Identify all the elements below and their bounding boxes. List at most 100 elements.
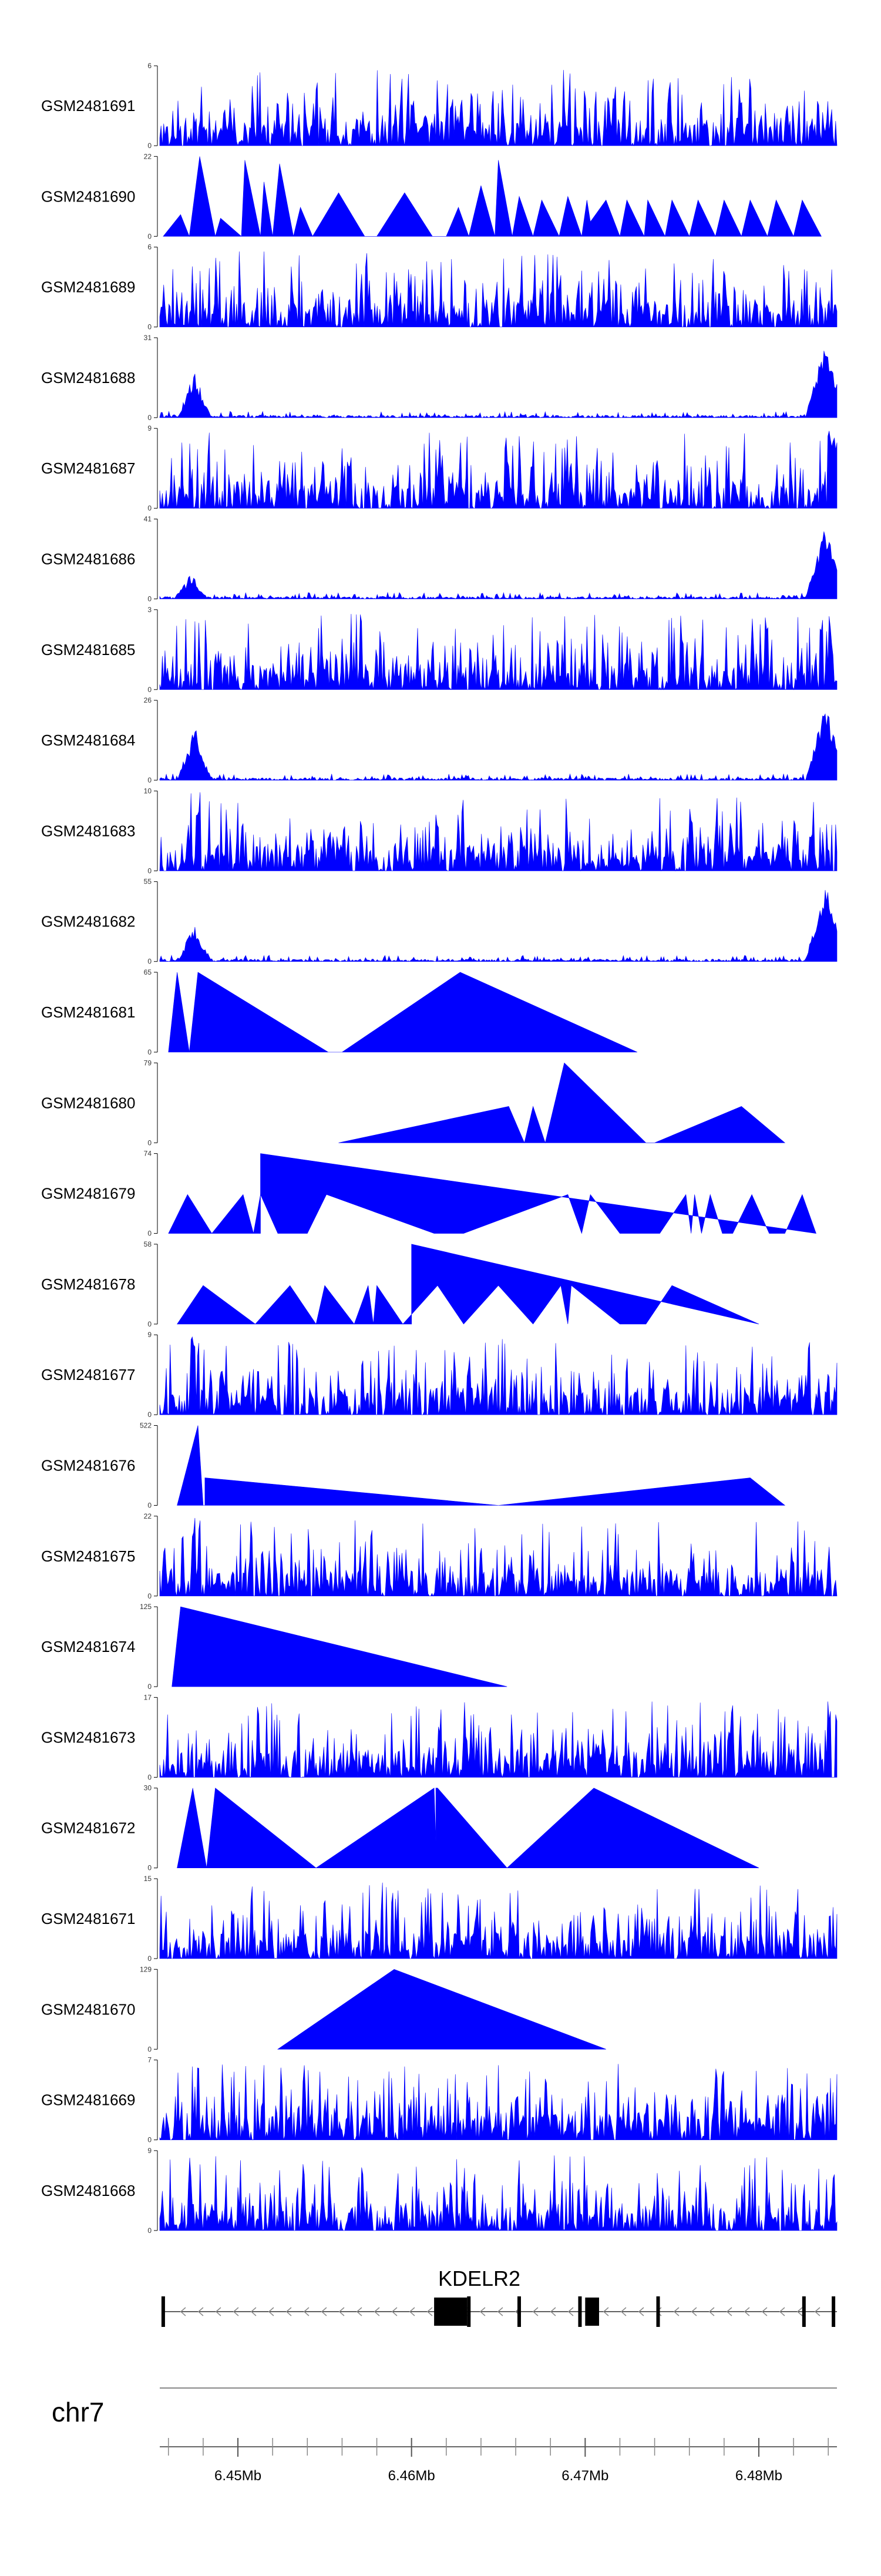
track-GSM2481670: GSM2481670 129 0 — [41, 1965, 606, 2053]
track-GSM2481689: GSM2481689 6 0 — [41, 243, 838, 331]
y-axis-max-label: 58 — [144, 1240, 152, 1248]
strand-arrow — [356, 2307, 362, 2316]
strand-arrow — [814, 2307, 821, 2316]
gene-exons — [161, 2296, 836, 2327]
coverage-area — [168, 1153, 816, 1234]
track-GSM2481682: GSM2481682 55 0 — [41, 878, 838, 966]
track-GSM2481678: GSM2481678 58 0 — [41, 1240, 759, 1328]
exon-mark — [578, 2296, 582, 2327]
track-GSM2481668: GSM2481668 9 0 — [41, 2147, 838, 2235]
track-label: GSM2481682 — [41, 913, 135, 931]
y-axis-max-label: 7 — [147, 2056, 152, 2064]
chromosome-label: chr7 — [52, 2397, 104, 2427]
y-axis-zero-label: 0 — [147, 1773, 152, 1781]
strand-arrow — [233, 2307, 239, 2316]
y-axis-zero-label: 0 — [147, 323, 152, 331]
coding-exon-block — [585, 2298, 599, 2326]
track-label: GSM2481687 — [41, 459, 135, 477]
y-axis-zero-label: 0 — [147, 1682, 152, 1691]
track-label: GSM2481675 — [41, 1547, 135, 1565]
strand-arrow — [321, 2307, 327, 2316]
coverage-area — [277, 1969, 606, 2050]
chromosome-axis: chr7 6.45Mb 6.46Mb 6.47Mb 6.48Mb — [52, 2387, 837, 2484]
strand-arrow — [215, 2307, 221, 2316]
strand-arrow — [567, 2307, 574, 2316]
strand-arrow — [744, 2307, 750, 2316]
y-axis-zero-label: 0 — [147, 1410, 152, 1419]
y-axis-zero-label: 0 — [147, 866, 152, 875]
axis-tick-label: 6.48Mb — [735, 2468, 782, 2484]
coverage-area — [159, 1701, 838, 1778]
track-GSM2481680: GSM2481680 79 0 — [41, 1059, 786, 1147]
y-axis-zero-label: 0 — [147, 2226, 152, 2235]
coverage-area — [177, 1788, 759, 1869]
track-label: GSM2481672 — [41, 1819, 135, 1837]
coverage-area — [177, 1425, 786, 1506]
y-axis-max-label: 6 — [147, 243, 152, 251]
y-axis-max-label: 9 — [147, 2147, 152, 2155]
y-axis-max-label: 3 — [147, 606, 152, 614]
y-axis-max-label: 9 — [147, 1331, 152, 1339]
coverage-area — [163, 156, 822, 237]
y-axis-zero-label: 0 — [147, 1048, 152, 1056]
strand-arrow — [197, 2307, 204, 2316]
coverage-area — [159, 614, 838, 690]
track-GSM2481669: GSM2481669 7 0 — [41, 2056, 838, 2144]
coverage-area — [159, 431, 838, 509]
track-GSM2481675: GSM2481675 22 0 — [41, 1512, 838, 1600]
track-label: GSM2481668 — [41, 2182, 135, 2199]
y-axis-max-label: 26 — [144, 696, 152, 704]
y-axis-max-label: 31 — [144, 334, 152, 342]
y-axis-max-label: 65 — [144, 968, 152, 976]
y-axis-max-label: 125 — [140, 1603, 152, 1611]
exon-mark — [656, 2296, 660, 2327]
strand-arrow — [497, 2307, 503, 2316]
y-axis-zero-label: 0 — [147, 2136, 152, 2144]
track-label: GSM2481673 — [41, 1728, 135, 1746]
strand-arrow — [638, 2307, 644, 2316]
gene-model: KDELR2 — [161, 2266, 837, 2327]
track-label: GSM2481681 — [41, 1003, 135, 1021]
y-axis-zero-label: 0 — [147, 1954, 152, 1963]
y-axis-max-label: 522 — [140, 1422, 152, 1430]
coverage-area — [159, 713, 838, 781]
track-label: GSM2481690 — [41, 187, 135, 205]
y-axis-max-label: 6 — [147, 62, 152, 70]
y-axis-zero-label: 0 — [147, 686, 152, 694]
y-axis-zero-label: 0 — [147, 776, 152, 784]
coverage-area — [177, 1244, 759, 1325]
coverage-area — [159, 1336, 838, 1416]
y-axis-zero-label: 0 — [147, 595, 152, 603]
exon-mark — [517, 2296, 521, 2327]
track-label: GSM2481674 — [41, 1638, 135, 1655]
strand-arrow — [250, 2307, 257, 2316]
y-axis-max-label: 74 — [144, 1150, 152, 1158]
y-axis-max-label: 10 — [144, 787, 152, 795]
y-axis-zero-label: 0 — [147, 1592, 152, 1600]
strand-arrow — [409, 2307, 415, 2316]
track-label: GSM2481689 — [41, 278, 135, 296]
track-GSM2481679: GSM2481679 74 0 — [41, 1150, 816, 1238]
coverage-area — [159, 351, 838, 418]
y-axis-max-label: 17 — [144, 1693, 152, 1701]
y-axis-max-label: 22 — [144, 152, 152, 160]
track-GSM2481687: GSM2481687 9 0 — [41, 424, 838, 512]
y-axis-zero-label: 0 — [147, 1230, 152, 1238]
axis-tick-label: 6.45Mb — [214, 2468, 261, 2484]
y-axis-zero-label: 0 — [147, 414, 152, 422]
coverage-area — [159, 2155, 838, 2231]
strand-arrow — [479, 2307, 486, 2316]
strand-arrow — [726, 2307, 732, 2316]
track-label: GSM2481670 — [41, 2000, 135, 2018]
exon-mark — [467, 2296, 471, 2327]
track-GSM2481683: GSM2481683 10 0 — [41, 787, 838, 875]
track-label: GSM2481686 — [41, 550, 135, 568]
y-axis-max-label: 30 — [144, 1784, 152, 1792]
track-GSM2481690: GSM2481690 22 0 — [41, 152, 822, 240]
track-GSM2481676: GSM2481676 522 0 — [41, 1422, 786, 1510]
gene-name-label: KDELR2 — [438, 2266, 520, 2290]
coverage-area — [159, 251, 838, 328]
track-GSM2481673: GSM2481673 17 0 — [41, 1693, 838, 1781]
